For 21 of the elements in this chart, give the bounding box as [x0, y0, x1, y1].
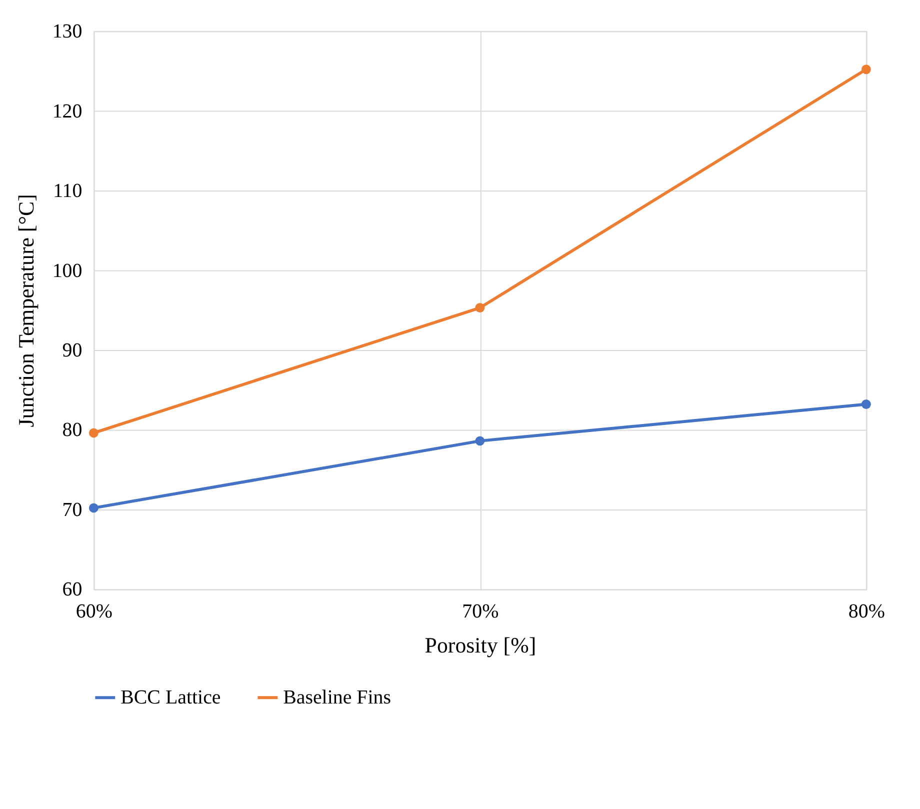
y-tick-label: 60	[62, 578, 82, 601]
x-tick-label: 80%	[848, 600, 885, 623]
point	[88, 503, 98, 513]
y-tick-label: 110	[53, 180, 82, 202]
point	[861, 400, 871, 409]
point	[475, 303, 485, 312]
legend-label: BCC Lattice	[120, 686, 221, 709]
y-tick-label: 80	[62, 419, 82, 442]
point	[475, 436, 485, 446]
x-tick-label: 70%	[462, 600, 499, 623]
x-tick-label: 60%	[76, 600, 112, 623]
point	[88, 428, 98, 438]
legend-label: Baseline Fins	[283, 686, 392, 709]
point	[861, 64, 871, 74]
y-tick-label: 120	[52, 100, 82, 122]
y-axis-title: Junction Temperature [°C]	[13, 194, 38, 428]
y-tick-label: 70	[62, 498, 82, 521]
y-tick-label: 130	[52, 20, 82, 43]
y-tick-label: 90	[62, 340, 82, 362]
y-tick-label: 100	[52, 260, 82, 282]
x-axis-title: Porosity [%]	[424, 632, 536, 658]
